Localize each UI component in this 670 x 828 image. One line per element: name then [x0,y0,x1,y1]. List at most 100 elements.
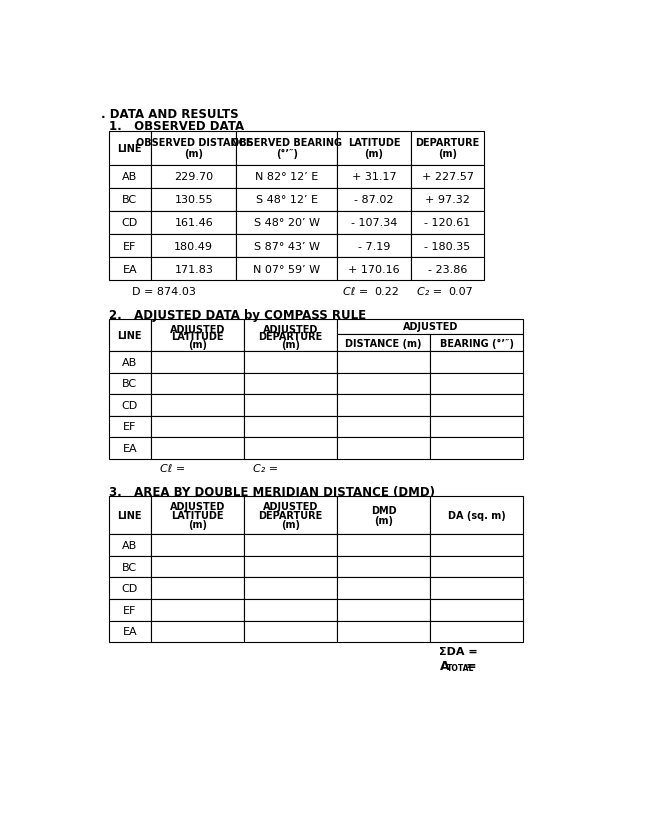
Bar [430,352,523,373]
Bar [109,578,151,599]
Text: 180.49: 180.49 [174,241,213,251]
Text: C₂ =: C₂ = [417,286,442,296]
Bar [244,395,337,416]
Bar [151,189,237,212]
Text: A: A [440,659,449,672]
Text: ADJUSTED: ADJUSTED [263,501,318,511]
Bar [151,621,244,643]
Text: S 87° 43’ W: S 87° 43’ W [254,241,320,251]
Text: 130.55: 130.55 [174,195,213,205]
Text: AB: AB [122,358,137,368]
Text: ADJUSTED: ADJUSTED [170,325,225,335]
Text: (m): (m) [188,520,207,530]
Bar [109,212,151,234]
Bar [244,599,337,621]
Text: DEPARTURE: DEPARTURE [259,332,323,342]
Text: AB: AB [122,541,137,551]
Text: EA: EA [123,264,137,274]
Bar [109,395,151,416]
Bar [337,352,430,373]
Text: BC: BC [123,195,137,205]
Bar [109,320,151,352]
Text: (m): (m) [281,520,300,530]
Text: + 31.17: + 31.17 [352,172,396,182]
Bar [151,438,244,460]
Text: BC: BC [123,562,137,572]
Text: 171.83: 171.83 [174,264,213,274]
Text: EF: EF [123,241,137,251]
Text: OBSERVED BEARING: OBSERVED BEARING [231,138,342,148]
Text: (m): (m) [438,149,457,159]
Bar [109,373,151,395]
Text: 3.   AREA BY DOUBLE MERIDIAN DISTANCE (DMD): 3. AREA BY DOUBLE MERIDIAN DISTANCE (DMD… [109,485,435,498]
Text: S 48° 12’ E: S 48° 12’ E [256,195,318,205]
Text: DMD: DMD [371,506,397,516]
Bar [244,621,337,643]
Bar [109,258,151,281]
Text: TOTAL: TOTAL [446,663,474,672]
Bar [151,395,244,416]
Bar [337,438,430,460]
Text: + 97.32: + 97.32 [425,195,470,205]
Bar [151,496,244,535]
Text: Cℓ =: Cℓ = [343,286,369,296]
Bar [430,335,523,352]
Bar [337,234,411,258]
Bar [430,578,523,599]
Text: (°’″): (°’″) [276,149,297,159]
Bar [109,352,151,373]
Text: DISTANCE (m): DISTANCE (m) [346,338,422,348]
Bar [337,599,430,621]
Bar [430,621,523,643]
Bar [151,132,237,166]
Bar [337,320,523,335]
Bar [151,212,237,234]
Text: =: = [466,659,476,672]
Bar [337,212,411,234]
Text: N 07° 59’ W: N 07° 59’ W [253,264,320,274]
Text: ADJUSTED: ADJUSTED [263,325,318,335]
Bar [109,166,151,189]
Text: (m): (m) [184,149,203,159]
Bar [411,258,484,281]
Text: S 48° 20’ W: S 48° 20’ W [254,219,320,229]
Bar [109,496,151,535]
Text: CD: CD [122,401,138,411]
Bar [430,535,523,556]
Text: - 180.35: - 180.35 [425,241,471,251]
Bar [337,416,430,438]
Bar [151,416,244,438]
Bar [151,166,237,189]
Bar [151,556,244,578]
Bar [337,373,430,395]
Bar [337,258,411,281]
Text: 0.22: 0.22 [375,286,399,296]
Bar [109,132,151,166]
Bar [244,496,337,535]
Bar [337,621,430,643]
Bar [109,438,151,460]
Text: N 82° 12’ E: N 82° 12’ E [255,172,318,182]
Text: 2.   ADJUSTED DATA by COMPASS RULE: 2. ADJUSTED DATA by COMPASS RULE [109,309,366,321]
Bar [244,373,337,395]
Text: EF: EF [123,605,137,615]
Text: C₂ =: C₂ = [253,464,279,474]
Bar [151,373,244,395]
Bar [109,189,151,212]
Text: LINE: LINE [118,330,142,340]
Text: LATITUDE: LATITUDE [348,138,400,148]
Text: LATITUDE: LATITUDE [172,332,224,342]
Bar [151,352,244,373]
Bar [237,258,337,281]
Bar [109,234,151,258]
Text: D = 874.03: D = 874.03 [132,286,196,296]
Bar [244,535,337,556]
Bar [151,578,244,599]
Bar [430,438,523,460]
Bar [237,189,337,212]
Text: DEPARTURE: DEPARTURE [415,138,480,148]
Bar [237,212,337,234]
Text: DEPARTURE: DEPARTURE [259,510,323,521]
Bar [430,416,523,438]
Bar [151,599,244,621]
